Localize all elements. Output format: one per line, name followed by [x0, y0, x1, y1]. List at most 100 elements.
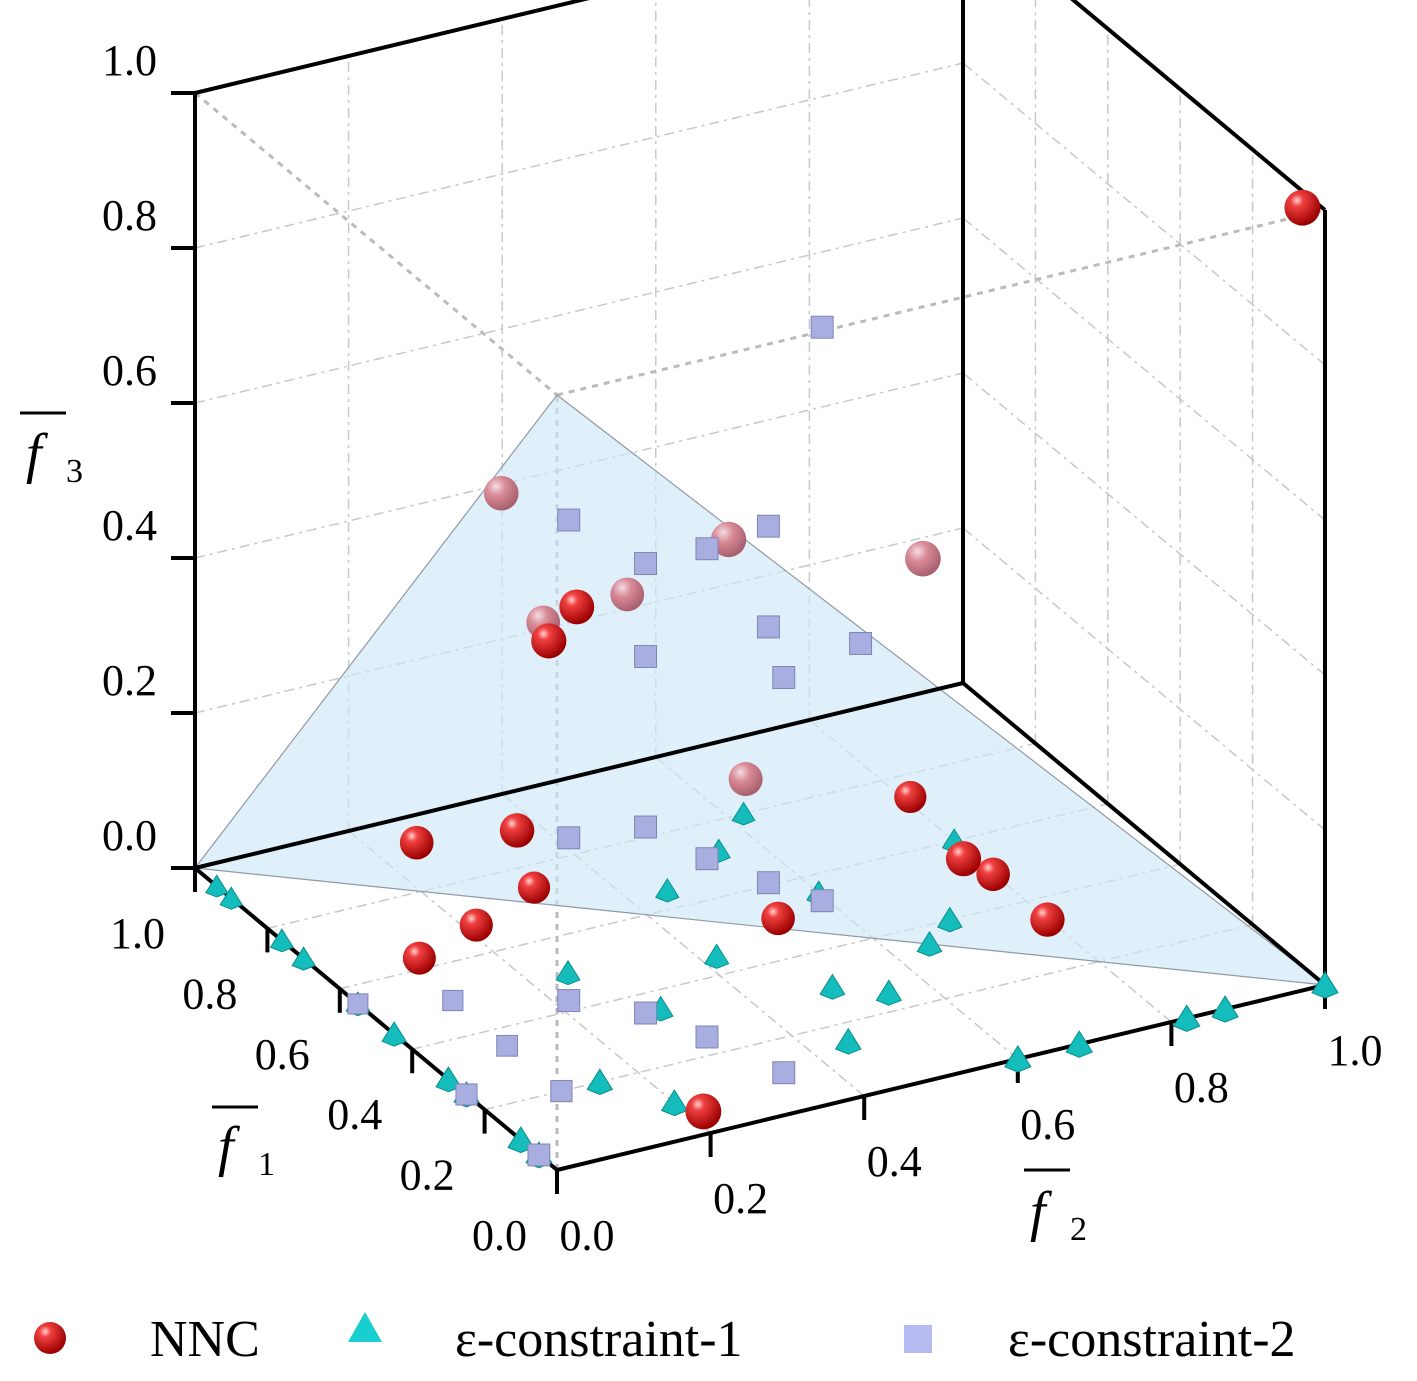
eps1-point	[269, 928, 294, 953]
grid-line	[194, 217, 964, 404]
legend-item-eps2: ε-constraint-2	[904, 1311, 1296, 1368]
nnc-point	[905, 540, 941, 577]
eps1-point	[660, 1089, 688, 1117]
legend-square-icon	[904, 1325, 932, 1353]
x-axis-title: f 1	[212, 1105, 275, 1183]
eps1-point	[703, 943, 730, 969]
nnc-point	[499, 813, 535, 848]
z-tick-label: 0.4	[102, 501, 157, 550]
z-tick-label: 1.0	[102, 36, 157, 85]
grid-line	[962, 62, 1326, 366]
nnc-point	[459, 908, 493, 942]
eps1-point	[1173, 1004, 1201, 1032]
box-edge	[1070, 0, 1327, 212]
eps1-point	[731, 801, 756, 826]
eps2-point	[634, 815, 658, 839]
eps1-point	[291, 946, 316, 971]
eps1-point	[435, 1066, 462, 1093]
nnc-point	[531, 623, 567, 659]
eps1-point	[1311, 971, 1339, 999]
y-axis-label: f	[1030, 1181, 1053, 1243]
eps1-point	[1065, 1030, 1093, 1058]
eps2-point	[634, 552, 658, 576]
eps2-point	[557, 508, 581, 532]
eps2-point	[756, 871, 780, 895]
eps2-point	[557, 826, 581, 850]
reference-plane	[193, 394, 1328, 986]
x-axis-label: f	[218, 1116, 241, 1178]
grid-line	[412, 863, 1181, 1050]
eps2-point	[756, 615, 780, 639]
eps1-point	[1004, 1045, 1032, 1073]
eps2-point	[810, 889, 834, 913]
grid-line	[962, 217, 1326, 521]
eps2-point	[634, 645, 658, 669]
legend-item-nnc: NNC	[34, 1311, 260, 1368]
x-axis-line	[193, 866, 559, 1172]
eps2-point	[496, 1034, 518, 1057]
box-edge	[194, 681, 964, 870]
y-axis-line	[556, 983, 1326, 1172]
nnc-point	[483, 475, 519, 511]
eps2-point	[772, 665, 796, 689]
legend-sphere-icon	[34, 1322, 66, 1354]
eps1-point	[819, 973, 846, 1000]
data-points	[205, 189, 1339, 1169]
y-tick-label: 0.0	[560, 1211, 615, 1260]
eps1-point	[1211, 995, 1239, 1023]
axes	[171, 0, 1327, 1194]
grid-line	[962, 527, 1326, 831]
eps1-point	[834, 1027, 862, 1055]
grid-line	[194, 0, 585, 94]
eps1-point	[586, 1068, 614, 1095]
legend-label-eps1: ε-constraint-1	[455, 1311, 743, 1368]
eps2-point	[557, 989, 581, 1013]
nnc-point	[710, 521, 747, 558]
x-tick-label: 0.6	[255, 1030, 310, 1079]
eps1-point	[875, 979, 903, 1006]
z-tick-label: 0.0	[102, 811, 157, 860]
hidden-edge	[194, 91, 558, 397]
legend-item-eps1: ε-constraint-1	[348, 1311, 743, 1368]
eps2-point	[634, 1001, 658, 1025]
nnc-point	[610, 577, 645, 612]
eps1-point	[219, 886, 243, 910]
eps1-point	[655, 877, 680, 903]
reference-plane-triangle	[193, 394, 1328, 986]
x-tick-label: 0.2	[400, 1151, 455, 1200]
eps2-point	[695, 537, 719, 561]
nnc-point	[1284, 189, 1321, 226]
x-tick-label: 0.4	[327, 1090, 382, 1139]
eps1-point	[916, 930, 943, 957]
box-edge	[194, 0, 590, 95]
z-axis-subscript: 3	[66, 453, 83, 490]
eps1-point	[936, 906, 963, 933]
x-tick-label: 0.0	[472, 1211, 527, 1260]
eps2-point	[695, 1025, 719, 1049]
eps2-point	[756, 514, 780, 538]
grid-line	[484, 923, 1253, 1111]
legend-label-nnc: NNC	[150, 1311, 260, 1368]
tick-labels: 0.0 0.0 0.0 0.2 0.2 0.2 0.4 0.4 0.4 0.6 0.6 0.6 0.8 0…	[102, 36, 1383, 1260]
legend: NNC ε-constraint-1 ε-constraint-2	[34, 1311, 1296, 1368]
z-axis-title: f 3	[20, 411, 83, 490]
eps2-point	[455, 1083, 478, 1106]
y-axis-title: f 2	[1024, 1168, 1087, 1248]
eps2-point	[810, 315, 834, 339]
nnc-point	[402, 941, 436, 975]
nnc-point	[1030, 902, 1065, 937]
eps1-point	[555, 959, 581, 986]
eps2-point	[347, 993, 369, 1015]
x-tick-label: 0.8	[182, 969, 237, 1018]
eps2-point	[442, 989, 464, 1012]
z-tick-label: 0.8	[102, 191, 157, 240]
z-tick-label: 0.2	[102, 656, 157, 705]
z-axis-label: f	[26, 423, 49, 485]
nnc-point	[559, 589, 595, 625]
nnc-point	[976, 857, 1010, 892]
nnc-point	[945, 841, 982, 877]
eps2-point	[849, 631, 873, 655]
y-axis-subscript: 2	[1070, 1211, 1087, 1248]
eps1-point	[205, 874, 229, 898]
